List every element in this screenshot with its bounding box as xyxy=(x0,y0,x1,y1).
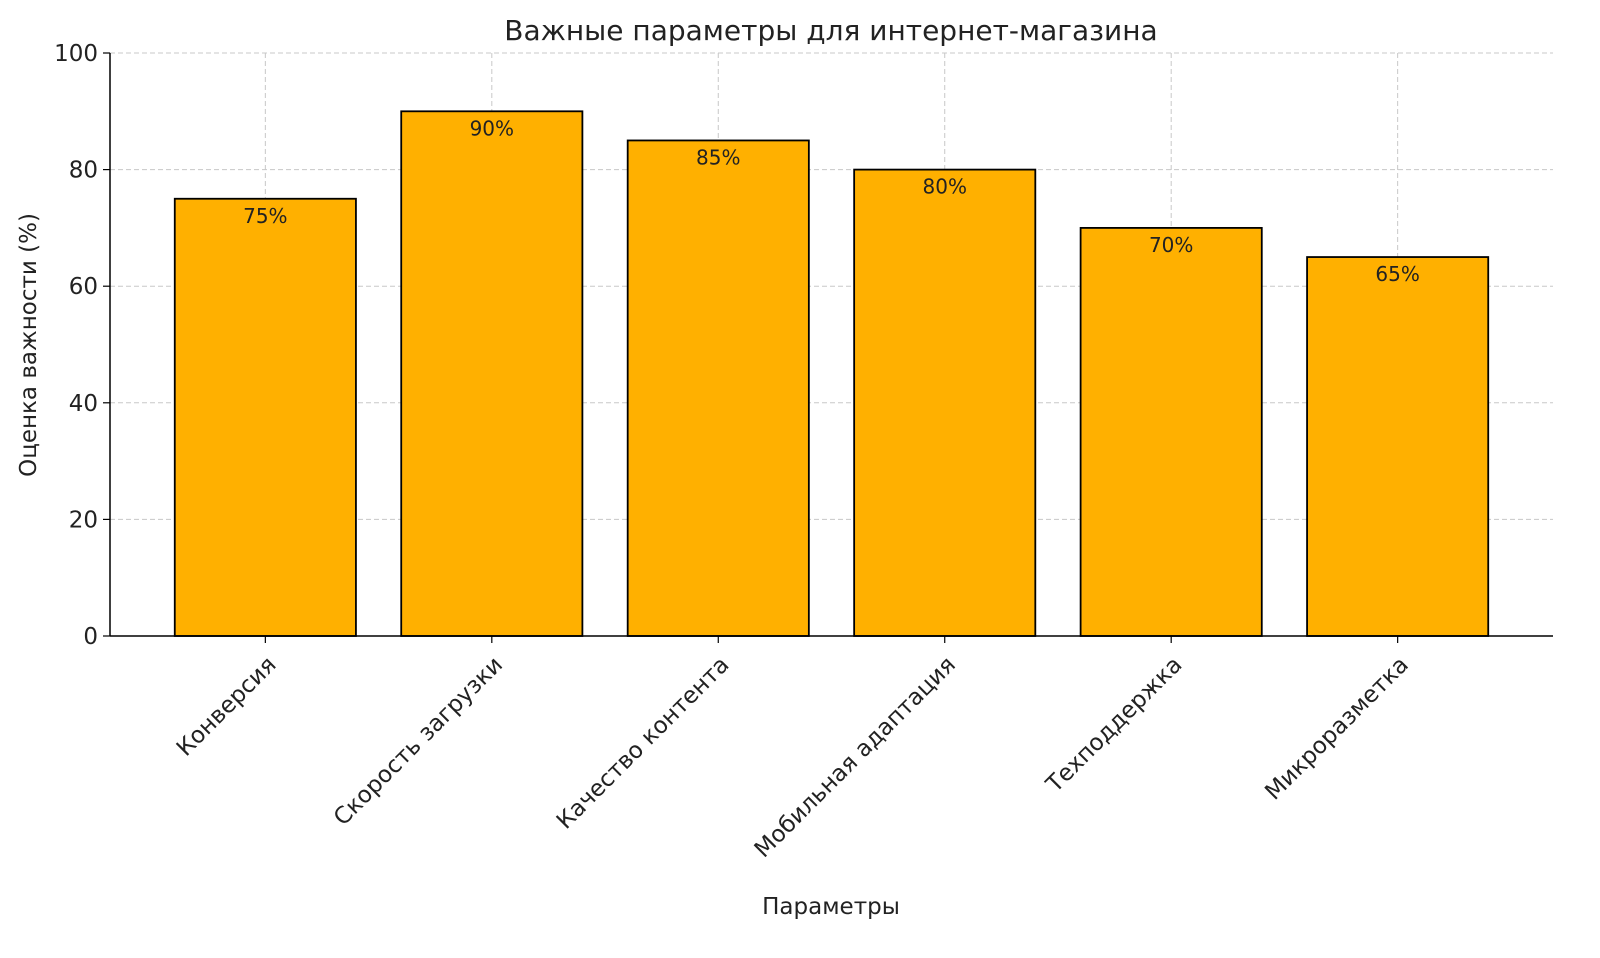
bar xyxy=(400,110,584,637)
chart-title: Важные параметры для интернет-магазина xyxy=(504,14,1157,47)
bars: 75% 90% 85% 80% 70% 65% xyxy=(173,110,1490,637)
x-tick-label: Мобильная адаптация xyxy=(750,652,961,863)
y-tick-label: 60 xyxy=(69,274,98,300)
y-tick-label: 20 xyxy=(69,507,98,533)
data-label: 75% xyxy=(243,204,287,228)
data-label: 90% xyxy=(470,116,514,140)
y-tick-label: 0 xyxy=(83,624,98,650)
bar xyxy=(173,197,357,637)
y-axis-label: Оценка важности (%) xyxy=(16,213,42,477)
bar xyxy=(626,139,810,637)
y-tick-label: 40 xyxy=(69,391,98,417)
data-label: 70% xyxy=(1149,233,1193,257)
x-tick-label: Техподдержка xyxy=(1041,652,1188,799)
x-tick-label: Качество контента xyxy=(552,652,735,835)
y-tick-label: 80 xyxy=(69,158,98,184)
x-axis-label: Параметры xyxy=(762,894,900,920)
bar xyxy=(1306,256,1490,637)
y-tick-label: 100 xyxy=(54,41,98,67)
x-tick-label: Конверсия xyxy=(172,652,282,762)
x-tick-label: Микроразметка xyxy=(1260,652,1414,806)
data-label: 85% xyxy=(696,145,740,169)
bar xyxy=(853,168,1037,637)
x-tick-label: Скорость загрузки xyxy=(329,652,508,831)
data-label: 80% xyxy=(923,175,967,199)
data-label: 65% xyxy=(1375,262,1419,286)
bar xyxy=(1079,226,1263,637)
